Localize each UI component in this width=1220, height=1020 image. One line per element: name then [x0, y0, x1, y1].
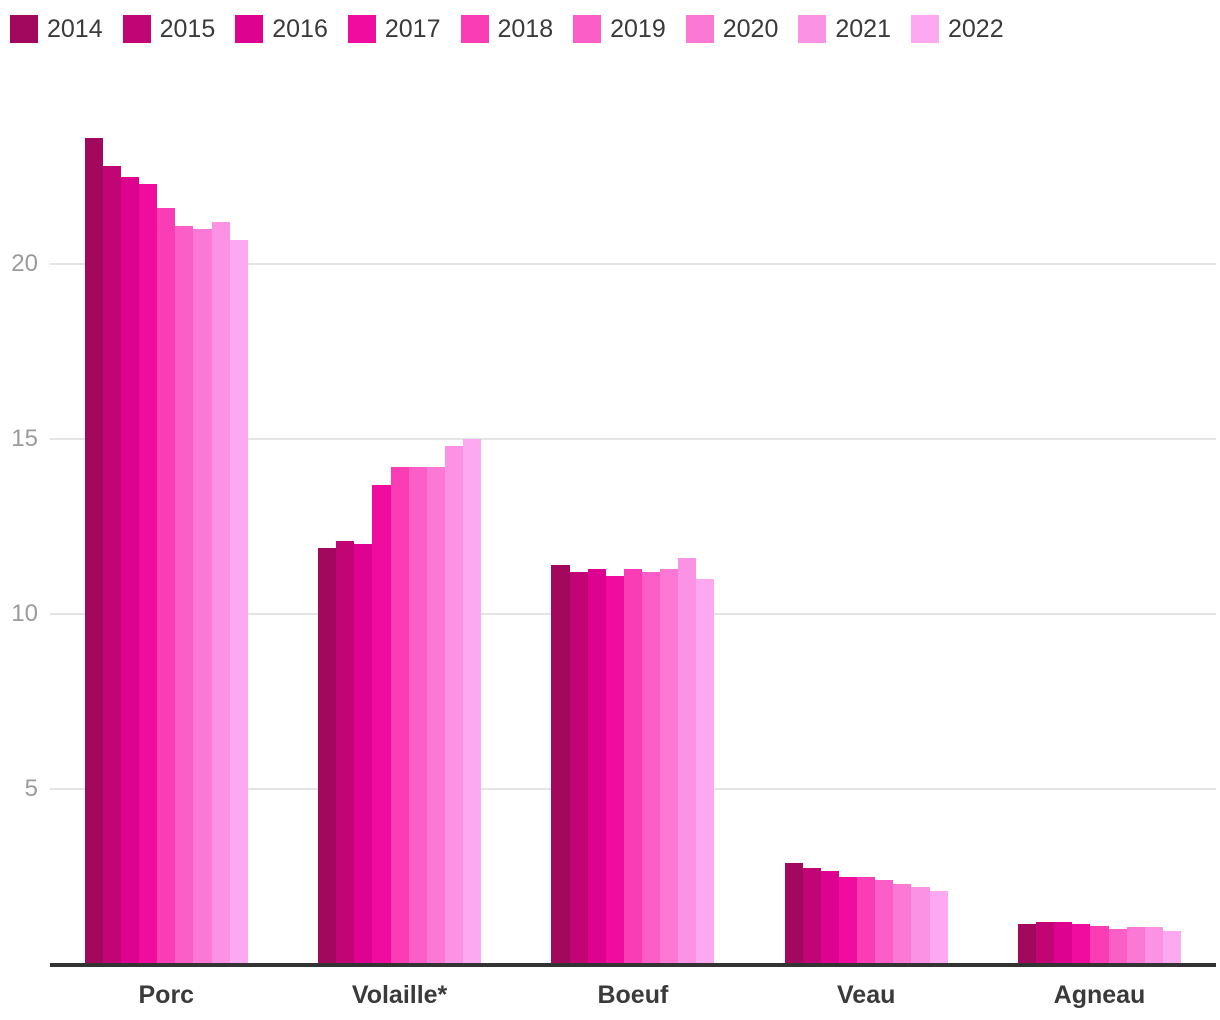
legend-swatch-2022	[911, 15, 939, 43]
bar-agneau-2020[interactable]	[1126, 927, 1145, 965]
bar-boeuf-2014[interactable]	[551, 565, 570, 964]
bar-veau-2022[interactable]	[929, 890, 948, 964]
legend-label-2020: 2020	[722, 15, 779, 43]
bar-volaille-2018[interactable]	[390, 467, 409, 964]
category-label-porc: Porc	[138, 981, 195, 1009]
legend-swatch-2018	[460, 15, 489, 43]
legend-label-2014: 2014	[47, 15, 103, 43]
bar-boeuf-2022[interactable]	[696, 579, 715, 964]
legend-label-2017: 2017	[384, 15, 441, 43]
bar-volaille-2016[interactable]	[354, 544, 373, 964]
gridline-20	[50, 263, 1216, 265]
bar-veau-2015[interactable]	[802, 867, 821, 965]
bar-boeuf-2018[interactable]	[623, 568, 642, 964]
legend-item-2018[interactable]: 2018	[460, 14, 554, 44]
bar-veau-2020[interactable]	[893, 883, 912, 964]
x-axis-line	[50, 963, 1216, 967]
legend-item-2022[interactable]: 2022	[911, 14, 1004, 44]
bar-veau-2018[interactable]	[857, 876, 876, 964]
bar-porc-2020[interactable]	[193, 229, 212, 964]
legend-swatch-2020	[685, 15, 714, 43]
bar-boeuf-2021[interactable]	[678, 558, 697, 964]
bar-veau-2014[interactable]	[784, 862, 803, 964]
bar-porc-2021[interactable]	[211, 222, 230, 964]
bar-agneau-2021[interactable]	[1144, 927, 1163, 965]
bar-porc-2016[interactable]	[121, 176, 140, 964]
y-tick-label-15: 15	[11, 425, 38, 452]
legend-label-2015: 2015	[159, 15, 216, 43]
bar-agneau-2022[interactable]	[1162, 930, 1181, 965]
bar-porc-2019[interactable]	[175, 225, 194, 964]
legend-item-2021[interactable]: 2021	[798, 14, 891, 44]
legend-label-2022: 2022	[948, 15, 1004, 43]
bar-volaille-2022[interactable]	[462, 439, 482, 964]
gridline-15	[50, 438, 1216, 440]
legend-label-2016: 2016	[272, 15, 328, 43]
bar-porc-2017[interactable]	[139, 183, 158, 964]
bar-agneau-2017[interactable]	[1072, 923, 1091, 965]
bar-porc-2015[interactable]	[102, 166, 122, 964]
bar-agneau-2018[interactable]	[1090, 925, 1109, 964]
bar-volaille-2019[interactable]	[408, 467, 427, 964]
bar-veau-2017[interactable]	[839, 876, 858, 964]
legend-swatch-2015	[122, 15, 151, 43]
bar-agneau-2014[interactable]	[1018, 923, 1037, 965]
bar-boeuf-2015[interactable]	[569, 572, 588, 964]
legend-swatch-2016	[235, 15, 264, 43]
category-label-veau: Veau	[837, 981, 896, 1009]
bar-agneau-2015[interactable]	[1036, 922, 1055, 964]
bar-volaille-2015[interactable]	[336, 540, 355, 964]
category-label-boeuf: Boeuf	[597, 981, 669, 1009]
y-tick-label-10: 10	[11, 600, 38, 627]
legend-label-2018: 2018	[497, 15, 554, 43]
bar-volaille-2021[interactable]	[444, 446, 463, 964]
category-label-volaille: Volaille*	[351, 981, 448, 1009]
bar-porc-2014[interactable]	[84, 138, 103, 964]
bar-agneau-2019[interactable]	[1108, 929, 1127, 964]
bar-boeuf-2019[interactable]	[641, 572, 661, 964]
legend-swatch-2019	[573, 15, 602, 43]
bar-agneau-2016[interactable]	[1054, 922, 1073, 964]
legend-item-2020[interactable]: 2020	[685, 14, 779, 44]
bar-veau-2019[interactable]	[875, 880, 894, 964]
legend-label-2019: 2019	[610, 15, 666, 43]
y-tick-label-5: 5	[24, 775, 38, 802]
legend-swatch-2014	[10, 15, 38, 43]
bar-boeuf-2020[interactable]	[660, 568, 679, 964]
bar-porc-2018[interactable]	[157, 208, 176, 964]
legend: 2014 2015 2016 2017 2018 2019 2020 2021 2022	[10, 14, 1024, 44]
bar-volaille-2014[interactable]	[318, 547, 337, 964]
legend-item-2016[interactable]: 2016	[235, 14, 328, 44]
legend-swatch-2017	[347, 15, 376, 43]
bar-porc-2022[interactable]	[229, 239, 248, 964]
bar-boeuf-2016[interactable]	[587, 568, 606, 964]
legend-item-2014[interactable]: 2014	[10, 14, 103, 44]
legend-item-2015[interactable]: 2015	[122, 14, 216, 44]
bar-volaille-2017[interactable]	[372, 484, 391, 964]
legend-item-2019[interactable]: 2019	[573, 14, 666, 44]
legend-label-2021: 2021	[835, 15, 891, 43]
legend-item-2017[interactable]: 2017	[347, 14, 441, 44]
bar-boeuf-2017[interactable]	[605, 575, 624, 964]
bar-veau-2021[interactable]	[911, 887, 930, 964]
legend-swatch-2021	[798, 15, 827, 43]
bar-volaille-2020[interactable]	[426, 467, 445, 964]
y-tick-label-20: 20	[11, 250, 38, 277]
category-label-agneau: Agneau	[1053, 981, 1146, 1009]
bar-veau-2016[interactable]	[820, 871, 840, 965]
